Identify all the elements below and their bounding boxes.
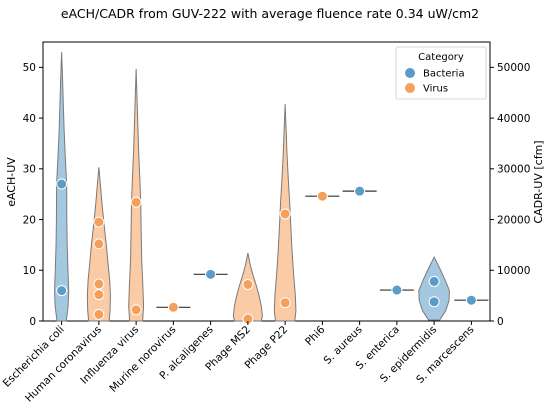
point-s-enterica	[391, 284, 403, 296]
violin-s-epidermidis	[418, 255, 450, 321]
left-y-axis: 0 10 20 30 40 50	[23, 62, 43, 328]
point-murine-norovirus	[167, 301, 179, 313]
x-tick-label: Murine norovirus	[107, 324, 178, 395]
point-s-marcescens	[465, 294, 477, 306]
point-s-epidermidis	[428, 275, 440, 287]
x-tick-label: Phi6	[303, 323, 328, 348]
point-phi6	[316, 190, 328, 202]
right-tick-label: 30000	[497, 164, 530, 176]
right-tick-label: 0	[497, 316, 504, 328]
legend-marker-bacteria	[405, 68, 415, 78]
plot-frame	[42, 41, 491, 322]
violin-influenza-virus	[128, 68, 145, 322]
point-human-coronavirus	[93, 278, 105, 290]
legend-label-bacteria: Bacteria	[423, 69, 465, 80]
violins	[54, 52, 450, 322]
point-p-alcaligenes	[205, 268, 217, 280]
right-tick-label: 40000	[497, 113, 530, 125]
point-human-coronavirus	[93, 289, 105, 301]
point-phage-p22	[279, 208, 291, 220]
left-tick-label: 30	[23, 164, 36, 176]
point-influenza-virus	[130, 196, 142, 208]
right-tick-label: 50000	[497, 62, 530, 74]
right-axis-label: CADR-UV [cfm]	[532, 140, 545, 223]
right-tick-label: 10000	[497, 265, 530, 277]
legend-label-virus: Virus	[423, 84, 448, 95]
left-tick-label: 20	[23, 214, 36, 226]
x-tick-label: Escherichia coli	[1, 324, 67, 390]
point-phage-p22	[279, 297, 291, 309]
left-tick-label: 50	[23, 62, 36, 74]
data-points	[56, 178, 477, 325]
point-s-aureus	[354, 185, 366, 197]
point-escherichia-coli	[56, 178, 68, 190]
point-human-coronavirus	[93, 216, 105, 228]
legend-title: Category	[418, 52, 464, 63]
point-phage-ms2	[242, 278, 254, 290]
right-y-axis: 0 10000 20000 30000 40000 50000	[490, 62, 530, 328]
point-human-coronavirus	[93, 308, 105, 320]
legend: Category Bacteria Virus	[395, 46, 487, 100]
right-tick-label: 20000	[497, 214, 530, 226]
legend-box	[395, 46, 487, 100]
chart-title: eACH/CADR from GUV-222 with average flue…	[61, 6, 479, 21]
left-axis-label: eACH-UV	[5, 157, 18, 207]
left-tick-label: 0	[29, 316, 36, 328]
point-escherichia-coli	[56, 285, 68, 297]
legend-marker-virus	[405, 83, 415, 93]
point-human-coronavirus	[93, 238, 105, 250]
point-influenza-virus	[130, 304, 142, 316]
left-tick-label: 10	[23, 265, 36, 277]
point-s-epidermidis	[428, 296, 440, 308]
left-tick-label: 40	[23, 113, 36, 125]
